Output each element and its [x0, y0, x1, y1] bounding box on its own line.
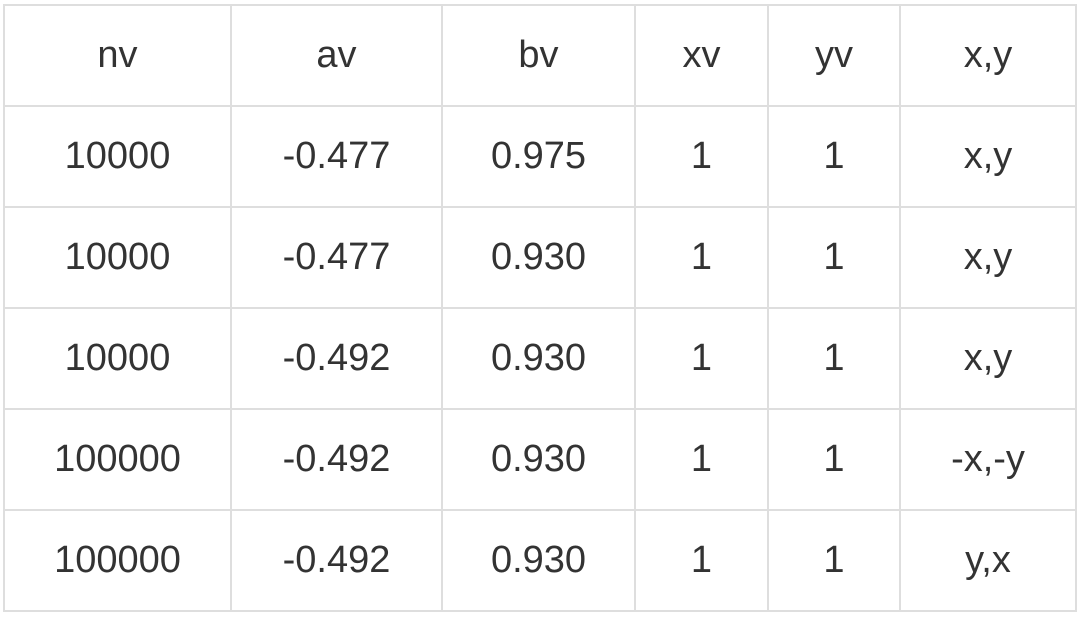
- cell-xy: x,y: [899, 206, 1077, 309]
- cell-av: -0.477: [230, 105, 443, 208]
- table-row: 100000 -0.492 0.930 1 1 y,x: [3, 509, 1077, 612]
- cell-bv: 0.930: [441, 509, 636, 612]
- cell-nv: 10000: [3, 307, 232, 410]
- table-row: 100000 -0.492 0.930 1 1 -x,-y: [3, 408, 1077, 511]
- cell-xv: 1: [634, 509, 769, 612]
- header-xv: xv: [634, 4, 769, 107]
- cell-bv: 0.930: [441, 206, 636, 309]
- header-yv: yv: [767, 4, 901, 107]
- cell-nv: 10000: [3, 105, 232, 208]
- cell-xv: 1: [634, 105, 769, 208]
- header-bv: bv: [441, 4, 636, 107]
- cell-nv: 100000: [3, 509, 232, 612]
- cell-yv: 1: [767, 105, 901, 208]
- header-xy: x,y: [899, 4, 1077, 107]
- cell-yv: 1: [767, 307, 901, 410]
- cell-xv: 1: [634, 408, 769, 511]
- cell-av: -0.492: [230, 509, 443, 612]
- cell-bv: 0.930: [441, 307, 636, 410]
- cell-nv: 10000: [3, 206, 232, 309]
- cell-av: -0.492: [230, 307, 443, 410]
- cell-yv: 1: [767, 509, 901, 612]
- cell-xy: x,y: [899, 105, 1077, 208]
- cell-xy: y,x: [899, 509, 1077, 612]
- header-row: nv av bv xv yv x,y: [3, 4, 1077, 107]
- cell-xv: 1: [634, 307, 769, 410]
- cell-bv: 0.930: [441, 408, 636, 511]
- cell-av: -0.492: [230, 408, 443, 511]
- cell-xy: x,y: [899, 307, 1077, 410]
- data-table: nv av bv xv yv x,y 10000 -0.477 0.975 1 1 x,y…: [3, 4, 1077, 612]
- cell-xy: -x,-y: [899, 408, 1077, 511]
- cell-xv: 1: [634, 206, 769, 309]
- cell-yv: 1: [767, 408, 901, 511]
- cell-yv: 1: [767, 206, 901, 309]
- table-row: 10000 -0.477 0.930 1 1 x,y: [3, 206, 1077, 309]
- cell-av: -0.477: [230, 206, 443, 309]
- cell-nv: 100000: [3, 408, 232, 511]
- cell-bv: 0.975: [441, 105, 636, 208]
- table-row: 10000 -0.477 0.975 1 1 x,y: [3, 105, 1077, 208]
- table-row: 10000 -0.492 0.930 1 1 x,y: [3, 307, 1077, 410]
- header-nv: nv: [3, 4, 232, 107]
- header-av: av: [230, 4, 443, 107]
